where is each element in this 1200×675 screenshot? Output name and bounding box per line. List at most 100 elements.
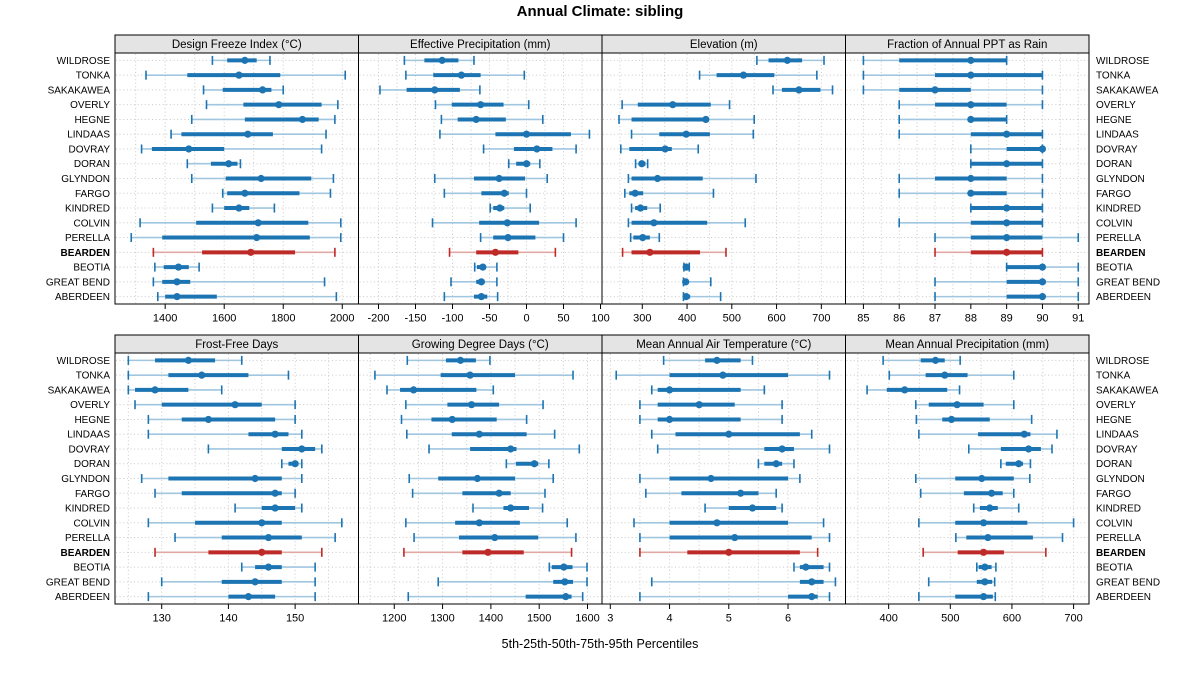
median-dot <box>719 371 727 379</box>
station-label-right: DORAN <box>1096 459 1132 470</box>
median-dot <box>477 278 485 286</box>
median-dot <box>500 189 508 197</box>
median-dot <box>241 189 249 197</box>
station-label-right: KINDRED <box>1096 504 1141 515</box>
median-dot <box>503 219 511 227</box>
median-dot <box>978 474 986 483</box>
median-dot <box>795 86 803 94</box>
median-dot <box>1020 430 1028 438</box>
median-dot <box>258 519 266 527</box>
station-label-right: DORAN <box>1096 159 1132 170</box>
median-dot <box>184 356 192 364</box>
median-dot <box>231 401 239 409</box>
median-dot <box>1003 233 1011 242</box>
station-label-left: FARGO <box>75 189 110 200</box>
median-dot <box>665 386 674 394</box>
median-dot <box>665 415 674 424</box>
median-dot <box>472 115 480 124</box>
median-dot <box>257 174 265 183</box>
station-label-left: LINDAAS <box>67 130 110 141</box>
median-dot <box>967 101 975 109</box>
station-label-right: ABERDEEN <box>1096 592 1151 603</box>
station-label-left: BEOTIA <box>73 563 110 574</box>
median-dot <box>562 593 570 601</box>
station-label-right: PERELLA <box>1096 533 1141 544</box>
station-label-left: ABERDEEN <box>55 292 110 303</box>
axis-tick-label: -50 <box>482 313 498 325</box>
median-dot <box>901 386 909 394</box>
median-dot <box>522 160 531 168</box>
median-dot <box>725 430 733 438</box>
median-dot <box>247 248 255 256</box>
median-dot <box>431 86 439 94</box>
median-dot <box>456 356 465 364</box>
station-label-left: SAKAKAWEA <box>48 385 111 396</box>
median-dot <box>185 145 193 153</box>
station-label-left: OVERLY <box>70 100 110 111</box>
axis-tick-label: 1200 <box>382 613 406 625</box>
station-label-right: DOVRAY <box>1096 444 1138 455</box>
median-dot <box>271 430 279 438</box>
axis-tick-label: 91 <box>1072 313 1084 325</box>
axis-tick-label: 50 <box>557 313 569 325</box>
axis-tick-label: 1300 <box>430 613 454 625</box>
station-label-left: DORAN <box>74 459 110 470</box>
median-dot <box>808 578 816 586</box>
median-dot <box>504 233 512 242</box>
median-dot <box>731 533 739 542</box>
axis-tick-label: 89 <box>1001 313 1013 325</box>
median-dot <box>495 489 503 497</box>
median-dot <box>507 504 515 512</box>
axis-tick-label: -150 <box>404 313 426 325</box>
median-dot <box>477 101 485 109</box>
median-dot <box>967 189 975 197</box>
median-dot <box>198 371 206 379</box>
median-dot <box>737 489 745 497</box>
station-label-left: GLYNDON <box>61 474 110 485</box>
panel-title: Growing Degree Days (°C) <box>412 339 549 351</box>
station-label-right: BEARDEN <box>1096 248 1145 259</box>
station-label-left: FARGO <box>75 489 110 500</box>
station-label-right: FARGO <box>1096 189 1131 200</box>
station-label-right: PERELLA <box>1096 233 1141 244</box>
median-dot <box>682 263 690 271</box>
median-dot <box>1024 445 1033 453</box>
median-dot <box>467 401 476 409</box>
median-dot <box>707 474 715 483</box>
station-label-right: LINDAAS <box>1096 130 1139 141</box>
panel-title: Fraction of Annual PPT as Rain <box>887 39 1047 51</box>
median-dot <box>638 160 646 168</box>
median-dot <box>713 519 721 527</box>
median-dot <box>967 56 975 64</box>
median-dot <box>477 293 485 301</box>
median-dot <box>1003 130 1011 138</box>
chart-title: Annual Climate: sibling <box>516 3 684 20</box>
station-label-left: DORAN <box>74 159 110 170</box>
median-dot <box>636 204 645 212</box>
median-dot <box>254 219 262 227</box>
axis-tick-label: 300 <box>633 313 651 325</box>
median-dot <box>931 86 939 94</box>
axis-tick-label: 1600 <box>575 613 599 625</box>
median-dot <box>264 563 273 571</box>
station-label-left: GREAT BEND <box>46 577 110 588</box>
station-label-left: DOVRAY <box>69 144 111 155</box>
median-dot <box>1038 263 1047 271</box>
median-dot <box>235 204 243 212</box>
median-dot <box>264 533 273 542</box>
median-dot <box>1003 160 1011 168</box>
station-label-right: FARGO <box>1096 489 1131 500</box>
station-label-right: GREAT BEND <box>1096 277 1160 288</box>
axis-tick-label: 600 <box>767 313 785 325</box>
median-dot <box>475 430 483 438</box>
median-dot <box>1003 219 1011 227</box>
axis-tick-label: 2000 <box>330 313 354 325</box>
median-dot <box>947 415 956 424</box>
axis-tick-label: 6 <box>785 613 791 625</box>
median-dot <box>507 445 515 453</box>
median-dot <box>475 519 483 527</box>
median-dot <box>271 489 279 497</box>
station-label-left: ABERDEEN <box>55 592 110 603</box>
